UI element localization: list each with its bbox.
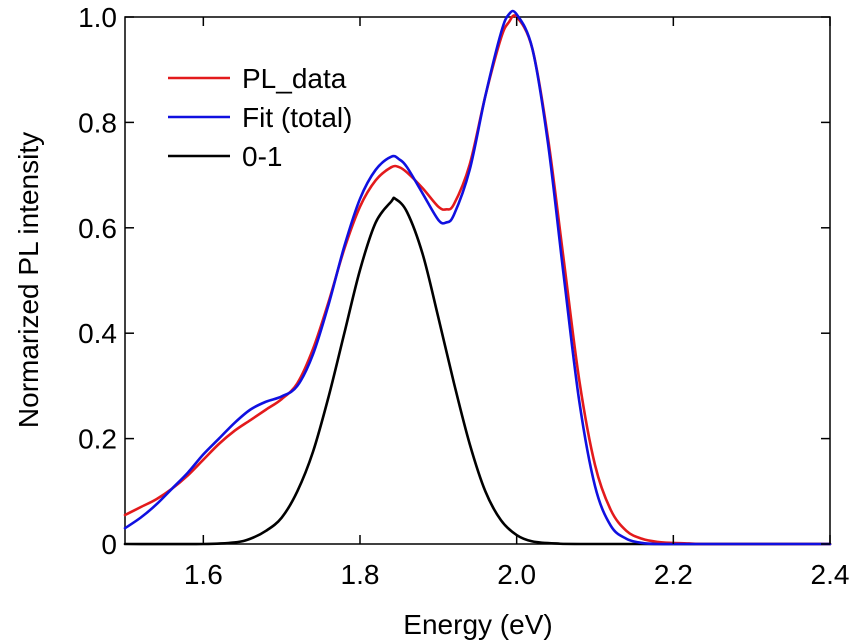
- y-tick-label: 0: [101, 529, 117, 560]
- series-lines: [123, 9, 832, 546]
- legend-label-fit-total: Fit (total): [242, 102, 352, 133]
- series-line-0-1: [123, 196, 832, 546]
- x-tick-label: 2.4: [811, 559, 850, 590]
- y-axis-title: Normarized PL intensity: [13, 132, 44, 428]
- y-tick-label: 1.0: [78, 2, 117, 33]
- y-tick-label: 0.2: [78, 424, 117, 455]
- y-tick-label: 0.6: [78, 213, 117, 244]
- y-tick-label: 0.8: [78, 107, 117, 138]
- plot-frame: [124, 16, 831, 545]
- legend: PL_data Fit (total) 0-1: [168, 63, 352, 172]
- series-line-pl-data: [123, 14, 832, 546]
- x-tick-label: 2.2: [654, 559, 693, 590]
- x-tick-label: 1.8: [341, 559, 380, 590]
- y-tick-label: 0.4: [78, 318, 117, 349]
- x-tick-label: 2.0: [497, 559, 536, 590]
- axis-ticks: 1.6 1.8 2.0 2.2 2.4 0 0.2 0.4 0.6 0.8 1.0: [78, 2, 849, 590]
- legend-label-0-1: 0-1: [242, 141, 282, 172]
- series-line-fit-total: [123, 9, 832, 546]
- x-axis-title: Energy (eV): [403, 609, 552, 640]
- legend-label-pl-data: PL_data: [242, 63, 347, 94]
- x-tick-label: 1.6: [184, 559, 223, 590]
